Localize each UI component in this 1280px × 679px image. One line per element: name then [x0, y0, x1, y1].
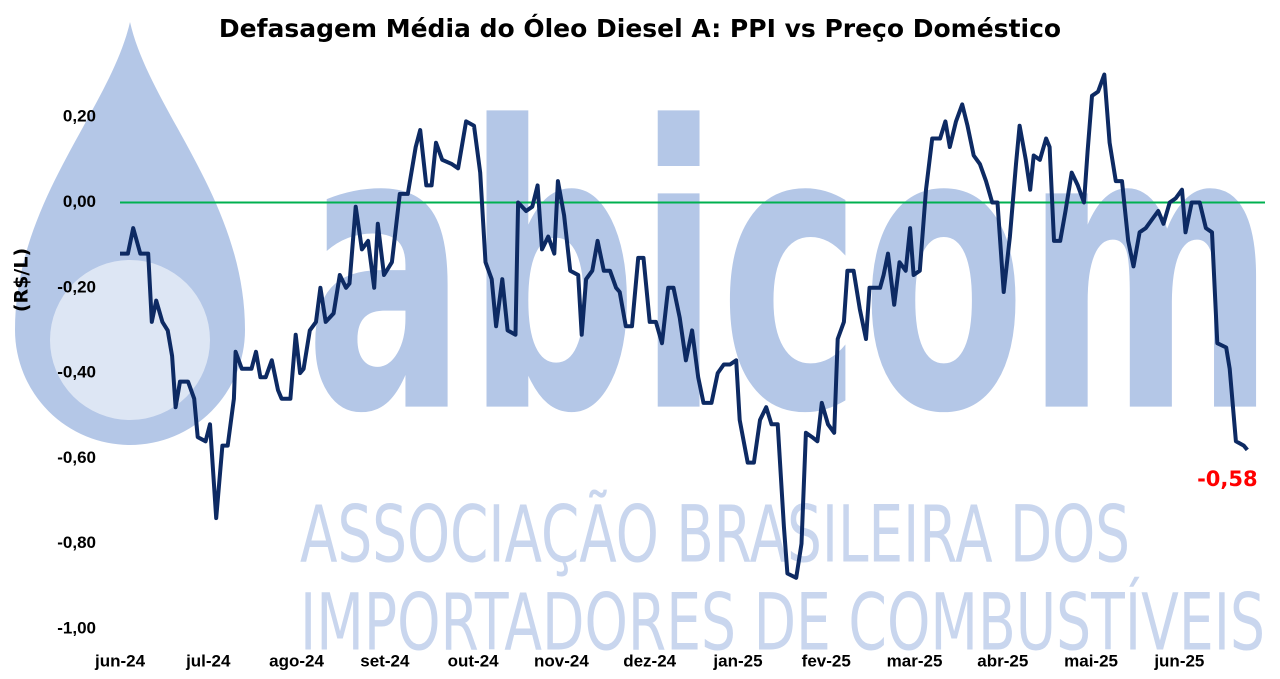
x-tick-label: nov-24 — [534, 651, 589, 670]
y-tick-label: -0,20 — [57, 277, 96, 296]
y-tick-label: -0,40 — [57, 363, 96, 382]
x-tick-label: ago-24 — [269, 651, 324, 670]
watermark-globe — [50, 260, 210, 420]
y-tick-label: 0,20 — [63, 107, 96, 126]
watermark: abicom ASSOCIAÇÃO BRASILEIRA DOS IMPORTA… — [15, 22, 1275, 668]
watermark-logo: abicom — [305, 45, 1275, 499]
x-tick-label: jun-24 — [94, 651, 146, 670]
x-tick-label: out-24 — [448, 651, 500, 670]
line-series — [120, 72, 1249, 580]
chart-title: Defasagem Média do Óleo Diesel A: PPI vs… — [219, 13, 1061, 43]
x-tick-label: jul-24 — [185, 651, 231, 670]
watermark-line: IMPORTADORES DE COMBUSTÍVEIS — [300, 576, 1265, 668]
x-tick-label: jun-25 — [1153, 651, 1204, 670]
watermark-line: ASSOCIAÇÃO BRASILEIRA DOS — [300, 488, 1130, 580]
x-tick-label: dez-24 — [623, 651, 676, 670]
x-tick-label: mar-25 — [887, 651, 943, 670]
x-tick-label: abr-25 — [977, 651, 1028, 670]
x-tick-label: jan-25 — [712, 651, 762, 670]
y-tick-label: 0,00 — [63, 192, 96, 211]
annotation: -0,58 — [1197, 467, 1258, 491]
x-tick-label: fev-25 — [802, 651, 851, 670]
y-tick-label: -0,60 — [57, 448, 96, 467]
y-tick-label: -0,80 — [57, 533, 96, 552]
x-tick-label: set-24 — [360, 651, 410, 670]
y-tick-label: -1,00 — [57, 618, 96, 637]
x-tick-label: mai-25 — [1064, 651, 1118, 670]
y-axis-label: (R$/L) — [11, 248, 33, 312]
